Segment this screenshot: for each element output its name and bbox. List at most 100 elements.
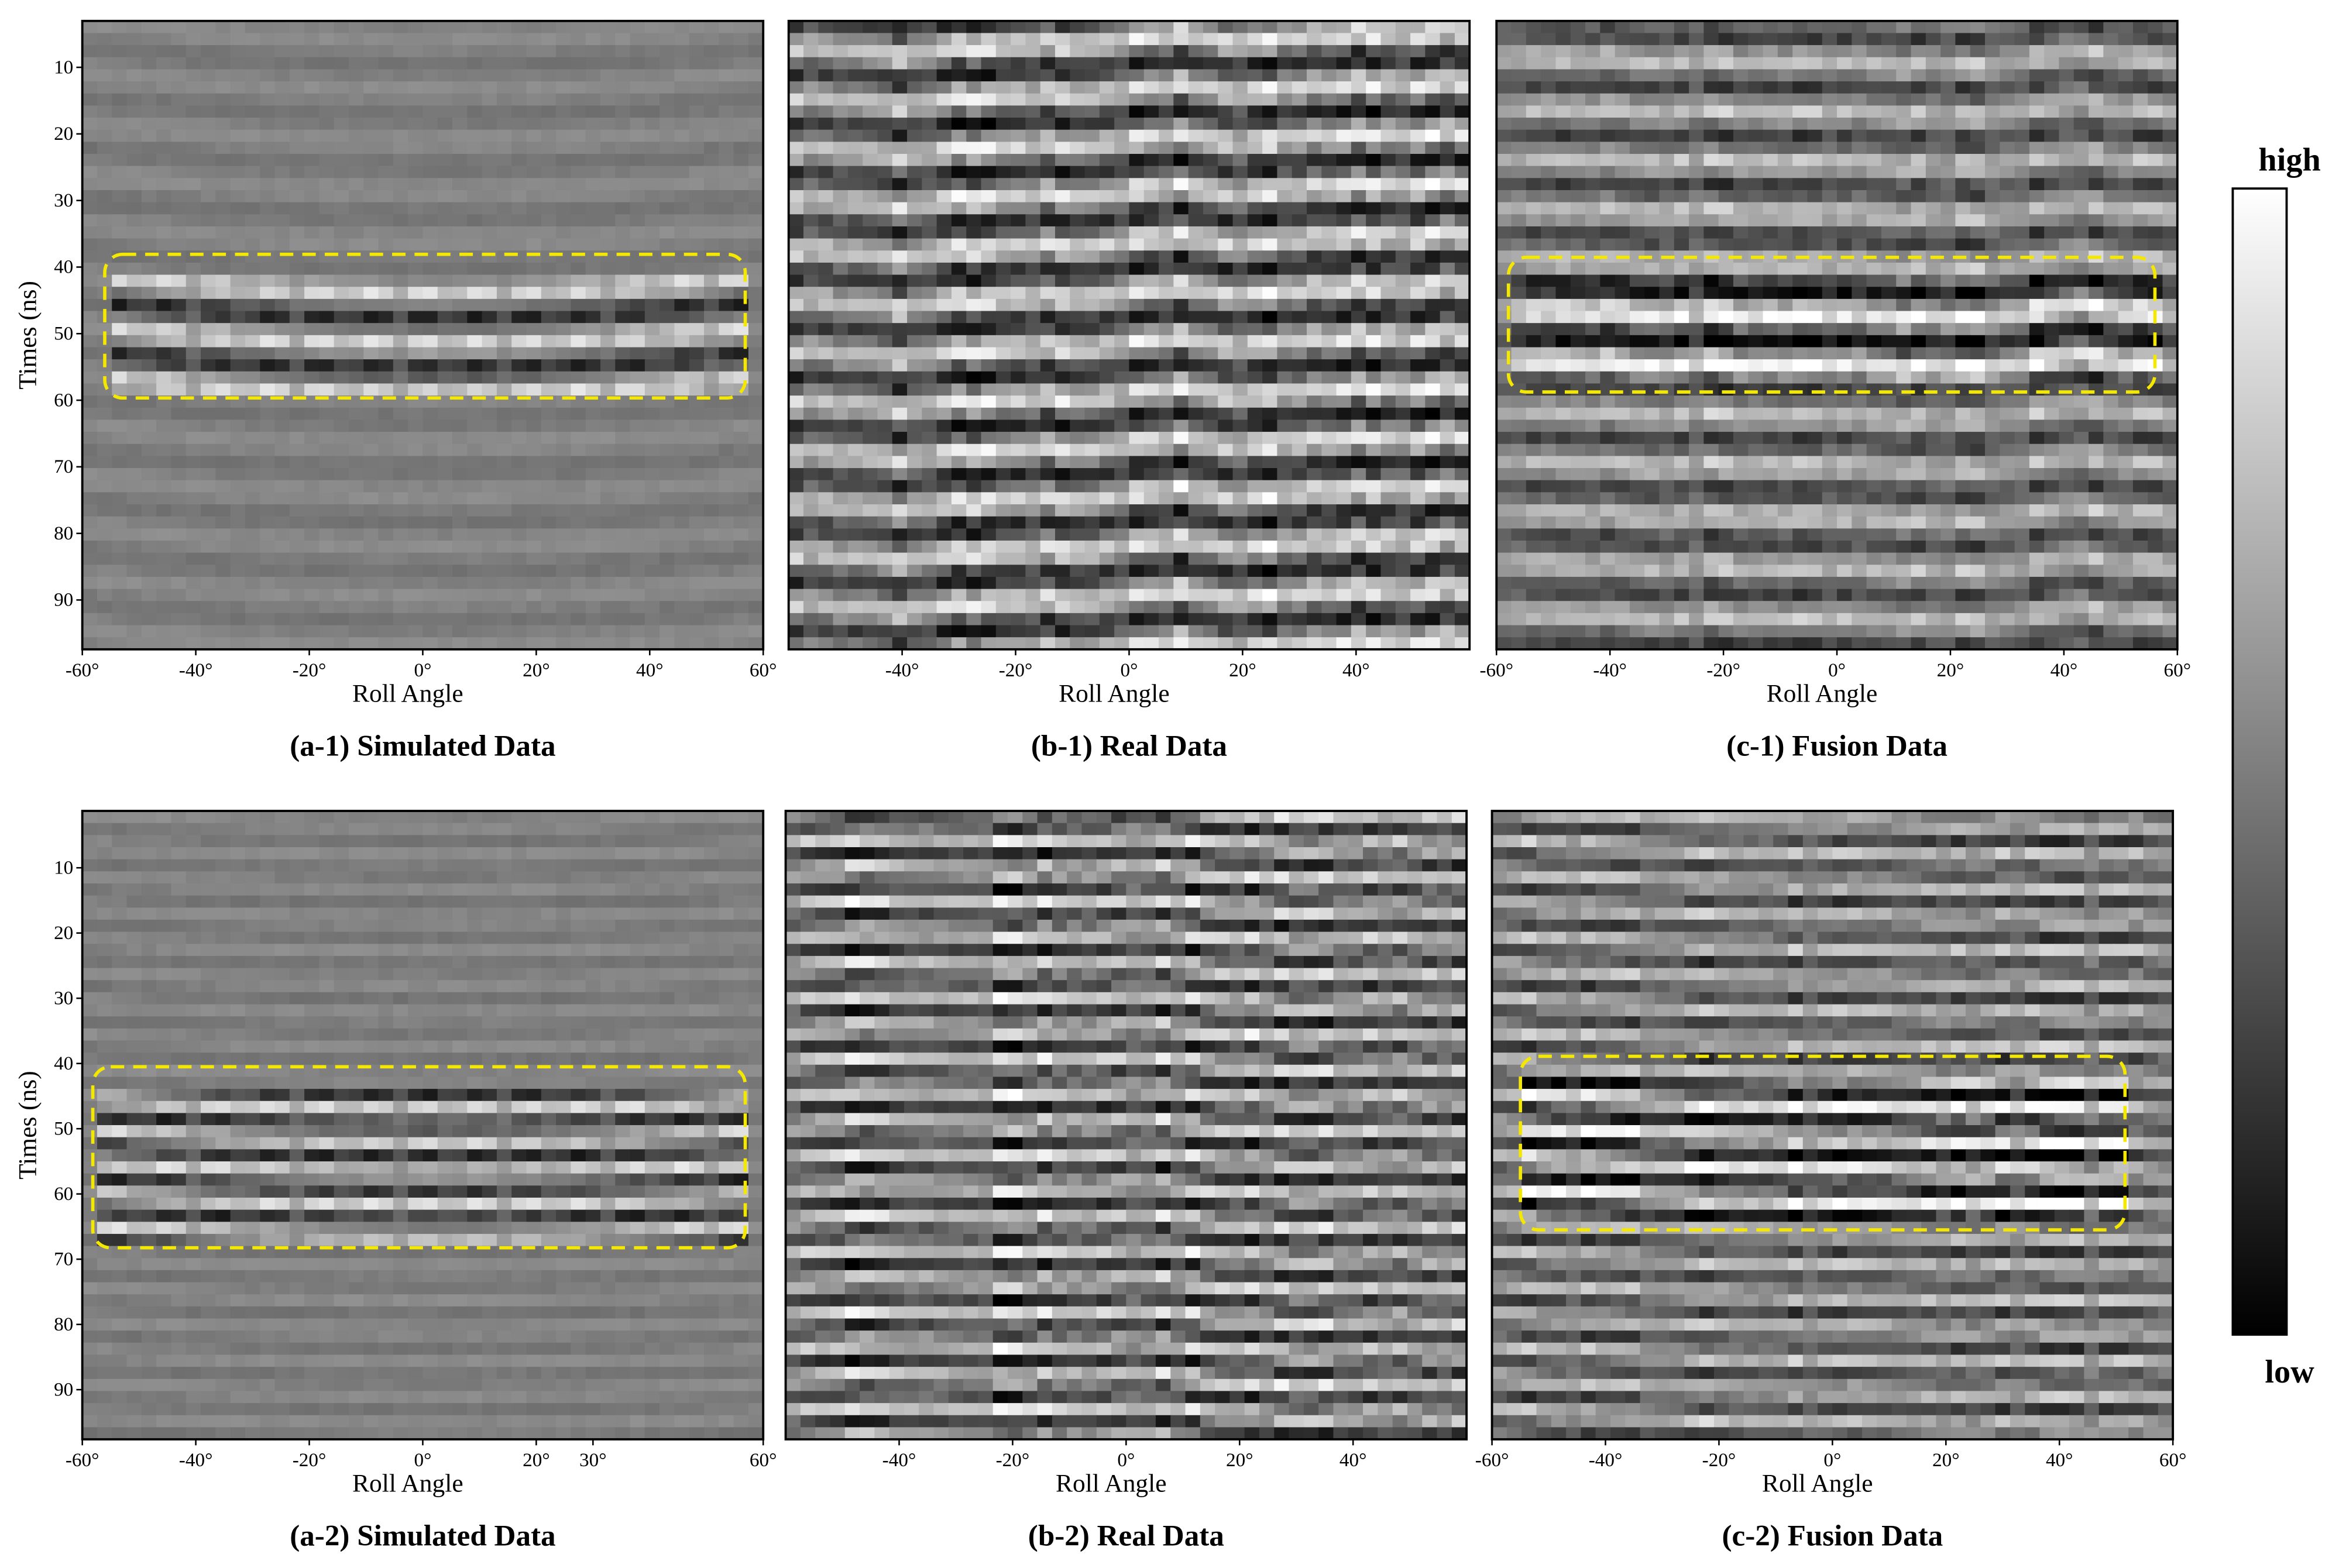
pixel [995, 335, 1012, 348]
pixel [1143, 432, 1160, 445]
pixel [496, 93, 513, 106]
pixel [630, 504, 645, 517]
pixel [1970, 45, 1986, 58]
pixel [803, 359, 819, 372]
pixel [892, 347, 908, 360]
pixel [1570, 20, 1586, 34]
pixel [112, 637, 128, 650]
pixel [423, 93, 438, 106]
pixel [334, 93, 349, 106]
pixel [1070, 93, 1086, 106]
pixel [526, 540, 542, 553]
pixel [1615, 45, 1630, 58]
pixel [556, 432, 572, 445]
pixel [1380, 69, 1396, 82]
pixel [82, 383, 98, 397]
pixel [1173, 419, 1189, 433]
pixel [833, 516, 849, 529]
pixel [526, 613, 542, 626]
pixel [1703, 20, 1719, 34]
pixel [1425, 443, 1441, 457]
pixel [141, 371, 157, 384]
pixel [922, 565, 937, 577]
pixel [97, 528, 113, 541]
pixel [600, 625, 616, 638]
pixel [423, 528, 438, 541]
pixel [245, 93, 261, 106]
pixel [571, 528, 586, 541]
pixel [1143, 540, 1160, 553]
pixel [186, 565, 202, 577]
pixel [230, 371, 246, 384]
pixel [363, 129, 379, 143]
pixel [230, 20, 246, 34]
pixel [408, 637, 424, 650]
pixel [215, 81, 231, 94]
pixel [334, 118, 349, 130]
pixel [1055, 154, 1071, 167]
pixel [995, 443, 1012, 457]
pixel [319, 528, 335, 541]
pixel [704, 383, 720, 397]
pixel [274, 637, 290, 650]
pixel [936, 480, 952, 493]
pixel [1307, 142, 1323, 155]
pixel [1040, 57, 1056, 70]
pixel [482, 335, 497, 348]
pixel [186, 637, 202, 650]
pixel [393, 202, 409, 215]
pixel [922, 528, 937, 541]
pixel [719, 45, 734, 58]
pixel [907, 456, 923, 469]
pixel [615, 274, 631, 288]
pixel [660, 601, 675, 614]
pixel [1114, 81, 1130, 94]
pixel [378, 190, 394, 203]
pixel [1395, 262, 1411, 276]
pixel [1188, 637, 1204, 650]
pixel [951, 565, 967, 577]
pixel [97, 45, 113, 58]
pixel [1218, 480, 1234, 493]
pixel [1555, 33, 1571, 46]
pixel [1247, 443, 1263, 457]
pixel [156, 178, 172, 191]
pixel [363, 335, 379, 348]
pixel [1321, 238, 1337, 252]
pixel [304, 637, 320, 650]
pixel [748, 589, 764, 602]
pixel [1262, 166, 1278, 179]
pixel [1307, 154, 1323, 167]
pixel [1099, 214, 1115, 227]
pixel [1792, 33, 1808, 46]
pixel [408, 214, 424, 227]
pixel [674, 250, 690, 263]
pixel [334, 20, 349, 34]
pixel [1159, 166, 1174, 179]
pixel [496, 226, 513, 239]
pixel [615, 190, 631, 203]
pixel [215, 347, 231, 360]
pixel [511, 419, 527, 433]
pixel [803, 419, 819, 433]
pixel [585, 129, 601, 143]
x-tick-label: -40° [179, 659, 213, 681]
pixel [97, 57, 113, 70]
pixel [245, 262, 261, 276]
pixel [1218, 274, 1234, 288]
pixel [1380, 347, 1396, 360]
pixel [1188, 419, 1204, 433]
pixel [363, 432, 379, 445]
pixel [1395, 492, 1411, 506]
colorbar-low: low [2265, 1354, 2314, 1390]
pixel [1395, 565, 1411, 577]
pixel [1262, 576, 1278, 590]
pixel [482, 166, 497, 179]
pixel [1292, 142, 1307, 155]
pixel [556, 419, 572, 433]
pixel [467, 432, 483, 445]
pixel [423, 69, 438, 82]
pixel [1380, 492, 1396, 506]
pixel [788, 432, 804, 445]
panel-title: (a-1) Simulated Data [290, 729, 555, 762]
